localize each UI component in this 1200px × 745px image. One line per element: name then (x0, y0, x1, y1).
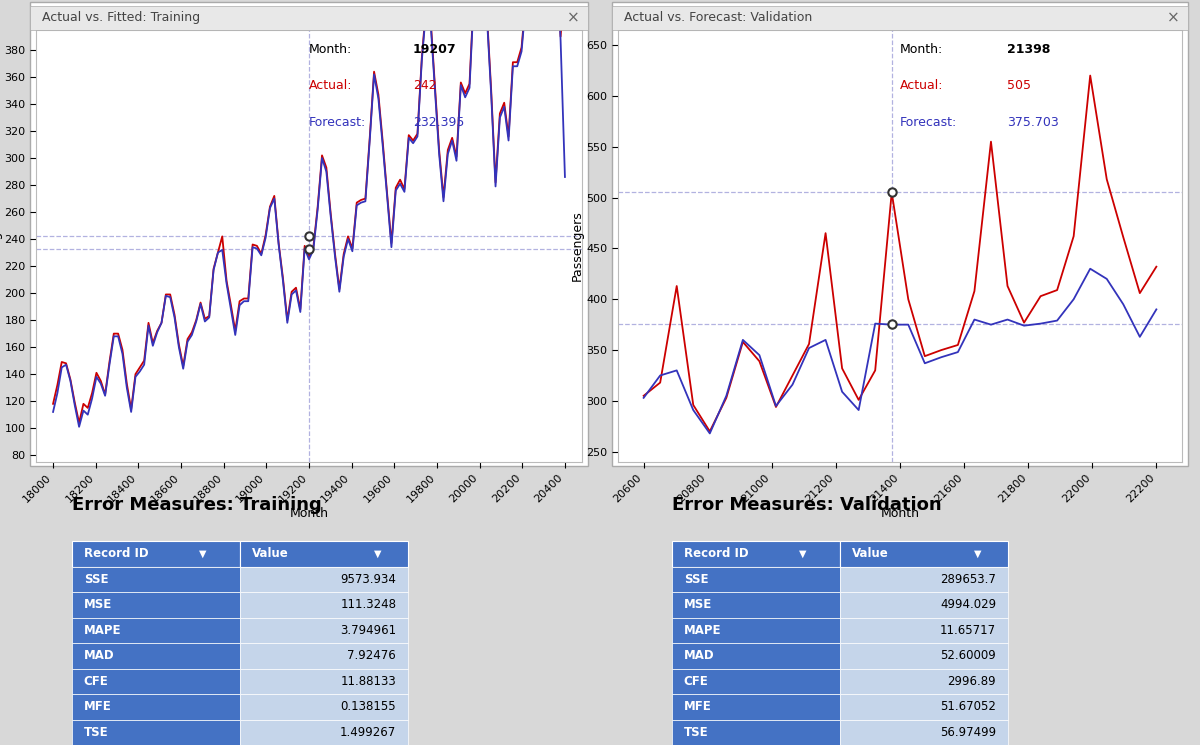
FancyBboxPatch shape (240, 618, 408, 643)
Text: 52.60009: 52.60009 (941, 650, 996, 662)
Text: MFE: MFE (684, 700, 712, 713)
Text: MAD: MAD (684, 650, 714, 662)
Text: Month:: Month: (900, 42, 943, 56)
Text: Actual:: Actual: (310, 80, 353, 92)
Text: ▼: ▼ (799, 549, 806, 559)
FancyBboxPatch shape (672, 694, 840, 720)
FancyBboxPatch shape (672, 643, 840, 668)
FancyBboxPatch shape (840, 541, 1008, 567)
Text: Forecast:: Forecast: (900, 116, 958, 129)
X-axis label: Month: Month (881, 507, 919, 520)
Text: 242: 242 (413, 80, 437, 92)
Text: 9573.934: 9573.934 (341, 573, 396, 586)
FancyBboxPatch shape (72, 567, 240, 592)
Text: TSE: TSE (84, 726, 108, 739)
Y-axis label: Passengers: Passengers (0, 211, 1, 281)
FancyBboxPatch shape (240, 643, 408, 668)
FancyBboxPatch shape (672, 567, 840, 592)
Text: TSE: TSE (684, 726, 708, 739)
Text: 111.3248: 111.3248 (341, 598, 396, 612)
Text: 289653.7: 289653.7 (941, 573, 996, 586)
X-axis label: Month: Month (289, 507, 329, 520)
Text: Error Measures: Training: Error Measures: Training (72, 495, 322, 513)
Text: Record ID: Record ID (84, 548, 149, 560)
FancyBboxPatch shape (840, 567, 1008, 592)
Text: Actual vs. Fitted: Training: Actual vs. Fitted: Training (42, 11, 200, 25)
Y-axis label: Passengers: Passengers (571, 211, 583, 281)
Text: 19207: 19207 (413, 42, 456, 56)
FancyBboxPatch shape (672, 668, 840, 694)
Text: ▼: ▼ (374, 549, 382, 559)
Text: 375.703: 375.703 (1007, 116, 1058, 129)
Text: 4994.029: 4994.029 (940, 598, 996, 612)
FancyBboxPatch shape (840, 643, 1008, 668)
Text: SSE: SSE (684, 573, 708, 586)
Text: SSE: SSE (84, 573, 108, 586)
FancyBboxPatch shape (840, 668, 1008, 694)
FancyBboxPatch shape (240, 668, 408, 694)
FancyBboxPatch shape (840, 592, 1008, 618)
Text: 56.97499: 56.97499 (940, 726, 996, 739)
FancyBboxPatch shape (672, 592, 840, 618)
FancyBboxPatch shape (240, 720, 408, 745)
FancyBboxPatch shape (240, 694, 408, 720)
Text: 0.138155: 0.138155 (341, 700, 396, 713)
Text: Month:: Month: (310, 42, 353, 56)
FancyBboxPatch shape (672, 618, 840, 643)
Text: 3.794961: 3.794961 (340, 624, 396, 637)
Text: Forecast:: Forecast: (310, 116, 366, 129)
Text: Value: Value (852, 548, 888, 560)
Text: 232.395: 232.395 (413, 116, 464, 129)
FancyBboxPatch shape (672, 720, 840, 745)
Text: MAPE: MAPE (84, 624, 121, 637)
FancyBboxPatch shape (72, 592, 240, 618)
Text: CFE: CFE (684, 675, 708, 688)
Text: MFE: MFE (84, 700, 112, 713)
Text: ▼: ▼ (974, 549, 982, 559)
Text: 7.92476: 7.92476 (348, 650, 396, 662)
FancyBboxPatch shape (240, 567, 408, 592)
FancyBboxPatch shape (72, 541, 240, 567)
Text: 505: 505 (1007, 80, 1031, 92)
Text: MAD: MAD (84, 650, 114, 662)
Text: MAPE: MAPE (684, 624, 721, 637)
Text: MSE: MSE (84, 598, 112, 612)
FancyBboxPatch shape (72, 720, 240, 745)
Text: 1.499267: 1.499267 (340, 726, 396, 739)
FancyBboxPatch shape (672, 541, 840, 567)
FancyBboxPatch shape (840, 720, 1008, 745)
FancyBboxPatch shape (72, 643, 240, 668)
Text: 51.67052: 51.67052 (941, 700, 996, 713)
Text: ×: × (568, 10, 580, 25)
FancyBboxPatch shape (840, 694, 1008, 720)
FancyBboxPatch shape (240, 541, 408, 567)
Text: 11.88133: 11.88133 (341, 675, 396, 688)
Text: 21398: 21398 (1007, 42, 1050, 56)
Text: 11.65717: 11.65717 (940, 624, 996, 637)
FancyBboxPatch shape (72, 694, 240, 720)
Text: ×: × (1168, 10, 1180, 25)
FancyBboxPatch shape (840, 618, 1008, 643)
Text: ▼: ▼ (199, 549, 206, 559)
Text: MSE: MSE (684, 598, 712, 612)
Text: Record ID: Record ID (684, 548, 749, 560)
Text: Actual:: Actual: (900, 80, 943, 92)
Text: CFE: CFE (84, 675, 108, 688)
Text: Actual vs. Forecast: Validation: Actual vs. Forecast: Validation (624, 11, 812, 25)
FancyBboxPatch shape (240, 592, 408, 618)
FancyBboxPatch shape (72, 618, 240, 643)
Text: 2996.89: 2996.89 (948, 675, 996, 688)
FancyBboxPatch shape (72, 668, 240, 694)
Text: Error Measures: Validation: Error Measures: Validation (672, 495, 942, 513)
Text: Value: Value (252, 548, 288, 560)
